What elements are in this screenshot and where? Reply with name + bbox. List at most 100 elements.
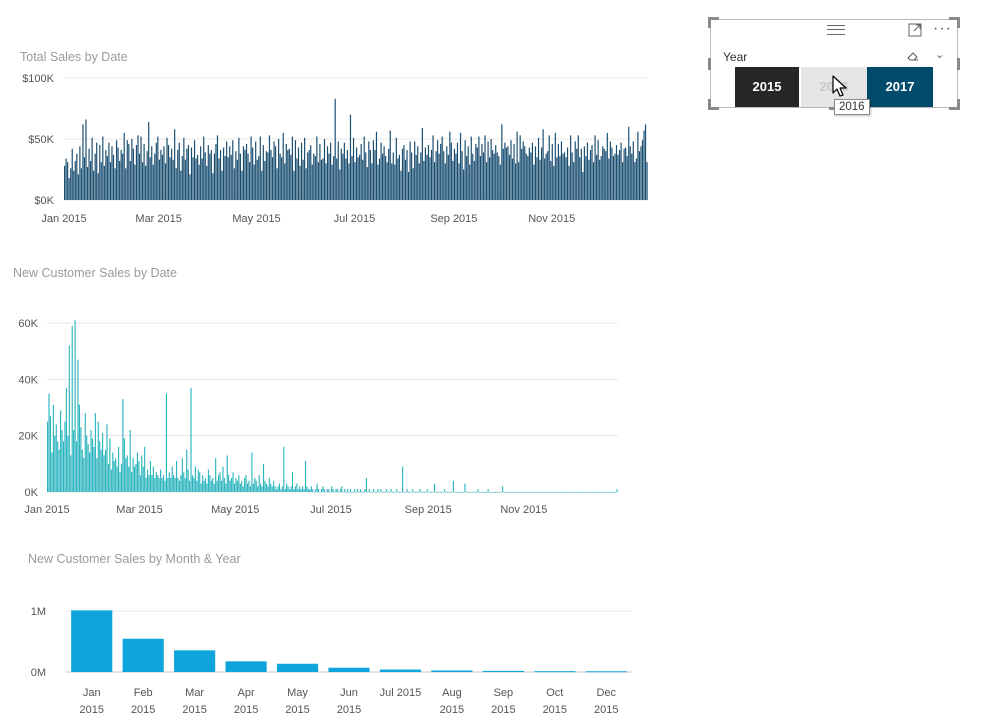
bar[interactable] bbox=[367, 492, 369, 493]
bar[interactable] bbox=[394, 492, 396, 493]
bar[interactable] bbox=[425, 492, 427, 493]
bar[interactable] bbox=[268, 477, 270, 492]
bar[interactable] bbox=[371, 163, 373, 200]
bar[interactable] bbox=[623, 148, 625, 200]
bar[interactable] bbox=[314, 156, 316, 200]
bar[interactable] bbox=[508, 154, 511, 200]
bar[interactable] bbox=[415, 492, 417, 493]
bar[interactable] bbox=[354, 162, 356, 200]
bar[interactable] bbox=[618, 149, 621, 200]
bar[interactable] bbox=[445, 492, 447, 493]
bar[interactable] bbox=[354, 489, 356, 492]
bar[interactable] bbox=[504, 492, 507, 493]
bar[interactable] bbox=[236, 480, 238, 492]
bar[interactable] bbox=[330, 142, 332, 200]
bar[interactable] bbox=[244, 149, 246, 200]
bar[interactable] bbox=[112, 154, 115, 200]
bar[interactable] bbox=[383, 492, 385, 493]
bar[interactable] bbox=[593, 492, 595, 493]
bar[interactable] bbox=[432, 492, 434, 493]
bar[interactable] bbox=[602, 492, 604, 493]
bar[interactable] bbox=[557, 492, 559, 493]
bar[interactable] bbox=[537, 137, 540, 200]
bar[interactable] bbox=[83, 458, 85, 492]
bar[interactable] bbox=[545, 492, 547, 493]
bar[interactable] bbox=[151, 146, 153, 200]
bar[interactable] bbox=[470, 136, 472, 200]
bar[interactable] bbox=[186, 449, 188, 492]
bar[interactable] bbox=[495, 145, 497, 200]
resize-handle[interactable] bbox=[949, 17, 960, 28]
bar[interactable] bbox=[225, 661, 267, 673]
bar[interactable] bbox=[161, 154, 164, 200]
bar[interactable] bbox=[342, 492, 344, 493]
bar[interactable] bbox=[432, 135, 434, 200]
bar[interactable] bbox=[541, 492, 543, 493]
bar[interactable] bbox=[493, 492, 495, 493]
bar[interactable] bbox=[128, 143, 130, 200]
bar[interactable] bbox=[289, 489, 291, 492]
bar[interactable] bbox=[293, 489, 295, 492]
bar[interactable] bbox=[362, 492, 365, 493]
bar[interactable] bbox=[222, 147, 225, 200]
bar[interactable] bbox=[180, 475, 182, 492]
bar[interactable] bbox=[100, 449, 102, 492]
chart-new-customer-sales[interactable]: New Customer Sales by Date 0K 20K 40K 60K Ja… bbox=[13, 266, 618, 516]
bar[interactable] bbox=[539, 492, 541, 493]
bar[interactable] bbox=[123, 132, 125, 200]
bar[interactable] bbox=[264, 160, 266, 200]
bar[interactable] bbox=[329, 492, 331, 493]
bar[interactable] bbox=[172, 159, 174, 200]
bar[interactable] bbox=[403, 492, 405, 493]
bar[interactable] bbox=[323, 139, 326, 200]
bar[interactable] bbox=[158, 477, 160, 492]
bar[interactable] bbox=[171, 148, 173, 200]
bar[interactable] bbox=[511, 158, 514, 200]
bar[interactable] bbox=[111, 146, 113, 200]
bar[interactable] bbox=[616, 489, 618, 492]
bar[interactable] bbox=[461, 151, 463, 200]
bar[interactable] bbox=[194, 466, 196, 492]
bar[interactable] bbox=[126, 455, 128, 492]
bar[interactable] bbox=[249, 486, 252, 492]
bar[interactable] bbox=[154, 477, 156, 492]
bar[interactable] bbox=[568, 492, 570, 493]
bar[interactable] bbox=[117, 147, 119, 200]
bar[interactable] bbox=[73, 430, 75, 492]
bar[interactable] bbox=[615, 145, 618, 200]
bar[interactable] bbox=[166, 137, 168, 200]
bar[interactable] bbox=[599, 492, 601, 493]
bar[interactable] bbox=[489, 157, 491, 200]
bar[interactable] bbox=[318, 489, 320, 492]
bar[interactable] bbox=[399, 492, 401, 493]
bar[interactable] bbox=[447, 154, 449, 200]
bar[interactable] bbox=[393, 492, 395, 493]
bar[interactable] bbox=[141, 162, 144, 200]
bar[interactable] bbox=[466, 156, 468, 200]
bar[interactable] bbox=[502, 486, 504, 492]
bar[interactable] bbox=[392, 152, 394, 200]
bar[interactable] bbox=[297, 147, 300, 200]
bar[interactable] bbox=[78, 404, 81, 492]
bar[interactable] bbox=[245, 475, 247, 492]
bar[interactable] bbox=[239, 483, 241, 492]
bar[interactable] bbox=[453, 148, 456, 200]
bar[interactable] bbox=[352, 137, 355, 200]
bar[interactable] bbox=[418, 492, 420, 493]
bar[interactable] bbox=[346, 489, 349, 492]
bar[interactable] bbox=[510, 140, 512, 200]
bar[interactable] bbox=[175, 168, 177, 200]
bar[interactable] bbox=[538, 492, 540, 493]
bar[interactable] bbox=[577, 492, 579, 493]
bar[interactable] bbox=[490, 492, 492, 493]
bar[interactable] bbox=[610, 492, 612, 493]
bar[interactable] bbox=[116, 466, 118, 492]
bar[interactable] bbox=[349, 489, 352, 492]
bar[interactable] bbox=[522, 492, 524, 493]
bar[interactable] bbox=[196, 480, 198, 492]
bar[interactable] bbox=[278, 483, 281, 492]
bar[interactable] bbox=[348, 492, 350, 493]
bar[interactable] bbox=[631, 153, 633, 200]
bar[interactable] bbox=[85, 119, 87, 200]
bar[interactable] bbox=[86, 167, 89, 200]
